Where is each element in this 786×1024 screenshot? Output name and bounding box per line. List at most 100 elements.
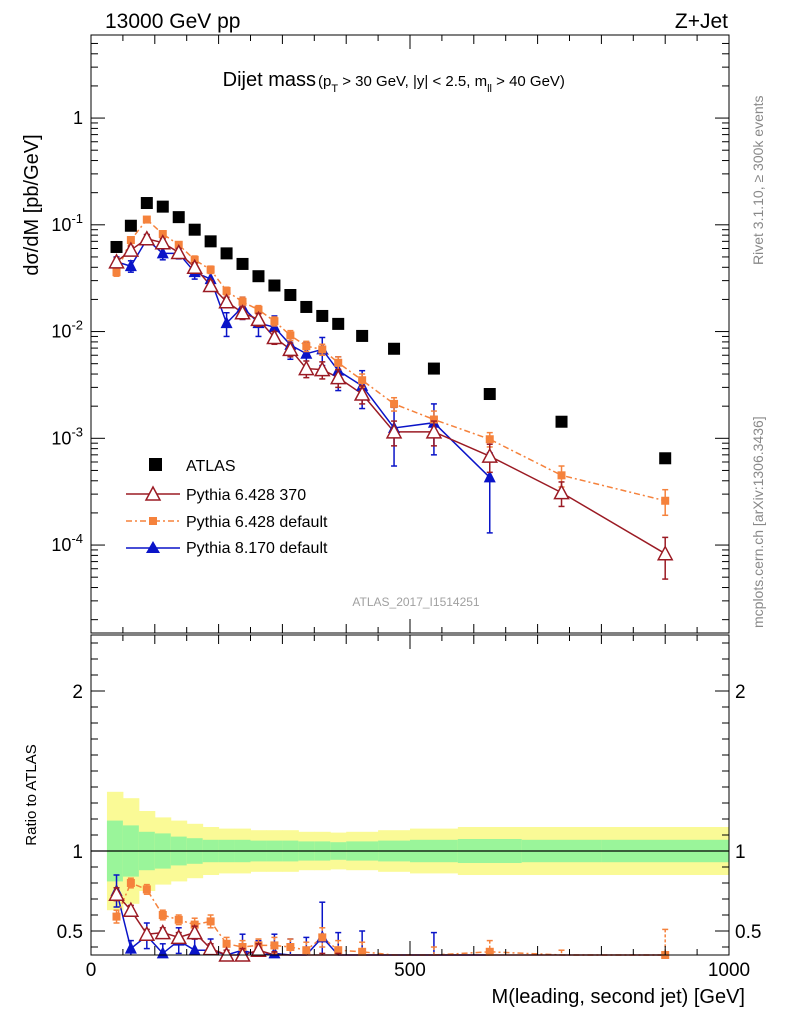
ratio-point-py6-default	[222, 939, 231, 948]
data-point-py6-370	[385, 423, 403, 439]
legend-marker-py6-default	[149, 517, 157, 525]
ratio-point-py6-default	[485, 947, 494, 956]
data-point-atlas	[156, 200, 169, 213]
data-point-atlas	[316, 309, 329, 322]
ratio-y-axis-label: Ratio to ATLAS	[23, 744, 40, 845]
legend-marker-py8	[146, 541, 160, 553]
data-point-py6-370	[298, 359, 315, 376]
data-point-py6-default	[485, 435, 494, 444]
ratio-point-py6-370	[170, 928, 187, 945]
data-point-py8	[300, 346, 313, 359]
ratio-point-py6-370	[138, 925, 156, 941]
data-point-py6-370	[154, 234, 172, 250]
data-point-py6-default	[112, 268, 121, 277]
ratio-point-py6-370	[108, 885, 125, 901]
data-point-py6-default	[286, 331, 295, 340]
ratio-point-py8	[188, 943, 201, 956]
ratio-point-py6-default	[126, 879, 135, 887]
data-point-py6-default	[158, 230, 167, 239]
data-point-atlas	[483, 388, 496, 401]
data-point-py8	[124, 259, 137, 272]
ratio-line-py6-370	[115, 893, 666, 956]
legend: ATLAS Pythia 6.428 370 Pythia 6.428 defa…	[126, 458, 328, 557]
ratio-point-py6-default	[358, 947, 367, 956]
data-point-py6-default	[206, 265, 215, 274]
data-point-atlas	[427, 362, 440, 375]
header-left: 13000 GeV pp	[105, 10, 240, 33]
data-point-atlas	[204, 235, 217, 248]
ratio-y-tick-label: 0.5	[57, 922, 83, 943]
data-point-py6-default	[270, 317, 279, 326]
data-point-py6-default	[318, 345, 327, 354]
data-point-py6-default	[302, 342, 311, 351]
ratio-point-py6-default	[206, 917, 215, 926]
ratio-point-py6-370	[154, 924, 172, 940]
data-point-atlas	[332, 317, 345, 330]
ratio-point-py6-default	[286, 943, 295, 951]
data-point-py6-370	[282, 340, 299, 357]
data-point-py6-default	[254, 305, 263, 314]
ratio-point-py6-default	[302, 946, 311, 955]
data-point-py6-default	[142, 215, 151, 224]
y-tick-label: 10-2	[51, 318, 83, 342]
ratio-y-tick-label-right: 2	[735, 682, 746, 703]
x-tick-label: 1000	[708, 960, 750, 981]
data-point-py6-370	[186, 258, 203, 275]
y-tick-label: 10-4	[51, 531, 83, 555]
analysis-id-label: ATLAS_2017_I1514251	[352, 595, 480, 609]
y-axis-label: dσ/dM [pb/GeV]	[21, 134, 43, 275]
data-point-atlas	[188, 223, 201, 236]
ratio-point-py6-default	[112, 912, 121, 921]
data-point-atlas	[236, 257, 249, 270]
y-tick-label: 10-1	[51, 211, 83, 235]
data-point-py6-default	[390, 399, 399, 408]
data-point-atlas	[388, 342, 401, 355]
data-point-atlas	[555, 415, 568, 428]
x-tick-label: 500	[394, 960, 426, 981]
series-line-py6-370	[116, 237, 666, 555]
data-point-py6-default	[238, 297, 247, 306]
plot-title-cuts: (pT > 30 GeV, |y| < 2.5, mll > 40 GeV)	[318, 73, 565, 95]
legend-label-py6-default: Pythia 6.428 default	[186, 514, 328, 531]
data-point-py6-370	[425, 423, 443, 439]
data-point-py6-370	[553, 484, 570, 500]
header-right: Z+Jet	[675, 10, 728, 33]
ratio-point-py6-default	[142, 885, 151, 894]
data-point-py6-default	[429, 415, 438, 424]
ratio-point-py6-default	[318, 933, 327, 942]
ratio-y-tick-label-right: 1	[735, 842, 746, 863]
y-tick-label: 10-3	[51, 424, 83, 448]
legend-marker-py6-370	[144, 485, 162, 501]
data-point-atlas	[220, 247, 233, 260]
main-frame	[90, 34, 730, 634]
ratio-line-py6-default	[115, 882, 666, 956]
data-point-py6-default	[358, 376, 367, 385]
data-point-py6-default	[126, 236, 135, 245]
ratio-y-tick-label-right: 0.5	[735, 922, 761, 943]
x-tick-label: 0	[86, 960, 97, 981]
legend-label-py6-370: Pythia 6.428 370	[186, 487, 306, 504]
data-point-atlas	[124, 219, 137, 232]
data-point-py6-370	[481, 447, 499, 463]
ratio-point-py8	[124, 941, 137, 954]
data-point-py6-370	[122, 241, 140, 257]
data-point-py6-default	[557, 471, 566, 480]
data-point-atlas	[284, 289, 297, 302]
data-point-atlas	[110, 240, 123, 253]
data-point-py6-370	[329, 369, 347, 385]
ratio-y-tick-label: 1	[72, 842, 83, 863]
data-point-atlas	[356, 329, 369, 342]
ratio-point-py6-default	[174, 915, 183, 924]
data-point-atlas	[140, 197, 153, 210]
y-tick-label: 1	[73, 108, 83, 128]
ratio-y-tick-label: 2	[72, 682, 83, 703]
data-point-py6-370	[234, 304, 251, 320]
legend-label-atlas: ATLAS	[186, 458, 236, 475]
ratio-point-py6-default	[158, 911, 167, 919]
x-axis-label: M(leading, second jet) [GeV]	[492, 986, 745, 1008]
data-point-py6-370	[656, 545, 674, 561]
data-point-py6-default	[334, 358, 343, 367]
ratio-point-py6-370	[122, 901, 140, 917]
ratio-panel: 0.5 0.5 1 1 2 2 0 500 1000	[57, 634, 761, 981]
